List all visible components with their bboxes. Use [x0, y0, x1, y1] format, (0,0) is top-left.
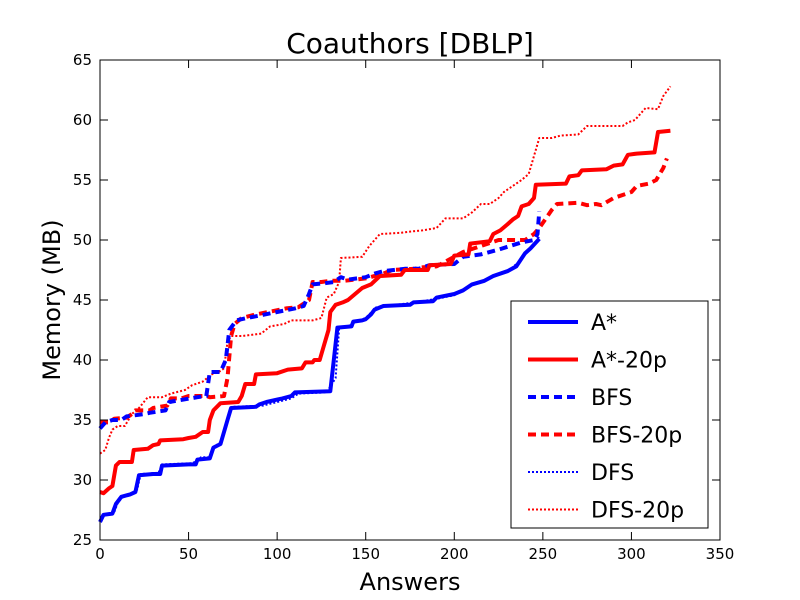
- x-tick-label: 250: [529, 545, 558, 563]
- y-tick-label: 25: [73, 531, 92, 549]
- legend-label: A*-20p: [591, 349, 667, 374]
- y-tick-label: 55: [73, 171, 92, 189]
- series-line-bfs: [98, 211, 542, 430]
- series-layer: [98, 85, 672, 523]
- legend-label: DFS-20p: [591, 499, 684, 524]
- chart-title: Coauthors [DBLP]: [286, 27, 534, 60]
- y-tick-label: 65: [73, 51, 92, 69]
- x-tick-label: 200: [440, 545, 469, 563]
- series-line-dfs: [99, 235, 541, 520]
- legend-label: DFS: [591, 461, 634, 486]
- y-tick-label: 30: [73, 471, 92, 489]
- y-tick-label: 35: [73, 411, 92, 429]
- series-line-a-20p: [99, 128, 671, 496]
- x-tick-label: 350: [706, 545, 735, 563]
- x-tick-label: 150: [351, 545, 380, 563]
- y-tick-label: 50: [73, 231, 92, 249]
- x-tick-label: 300: [617, 545, 646, 563]
- series-line-dfs-20p: [99, 85, 672, 455]
- legend-label: A*: [591, 311, 617, 336]
- y-axis-label: Memory (MB): [38, 219, 66, 380]
- tick-layer: 0 50 100 150 200 250 300 350 25 30 35 40 45 50 55 60 65: [73, 51, 734, 563]
- legend-label: BFS: [591, 386, 632, 411]
- x-tick-label: 50: [179, 545, 198, 563]
- legend-box: [510, 300, 709, 529]
- x-tick-label: 0: [95, 545, 105, 563]
- x-axis-label: Answers: [360, 568, 461, 596]
- series-line-astar: [98, 237, 541, 523]
- y-tick-label: 40: [73, 351, 92, 369]
- x-tick-label: 100: [263, 545, 292, 563]
- legend: A* A*-20p BFS BFS-20p DFS DFS-20p: [510, 300, 709, 529]
- legend-label: BFS-20p: [591, 424, 682, 449]
- y-tick-label: 60: [73, 111, 92, 129]
- y-tick-label: 45: [73, 291, 92, 309]
